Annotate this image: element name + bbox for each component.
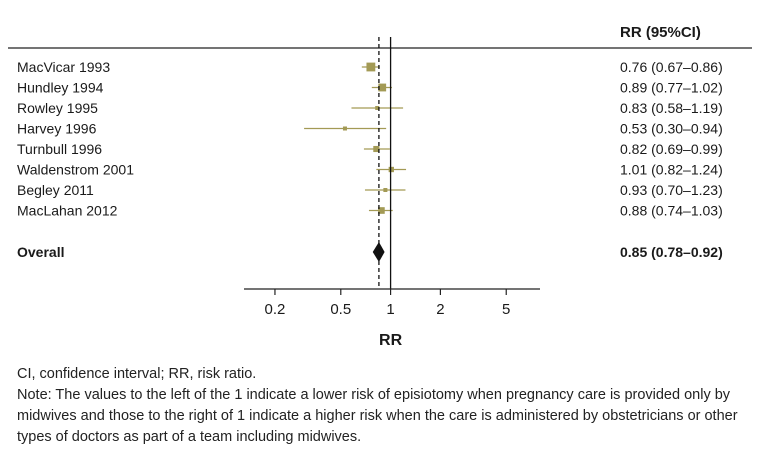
x-tick-label: 5 bbox=[502, 301, 510, 318]
study-point-estimate bbox=[375, 106, 380, 110]
study-label: MacVicar 1993 bbox=[17, 59, 110, 75]
study-point-estimate bbox=[383, 188, 388, 192]
study-rr-ci: 0.93 (0.70–1.23) bbox=[620, 182, 723, 198]
study-point-estimate bbox=[378, 207, 385, 214]
study-rr-ci: 0.89 (0.77–1.02) bbox=[620, 80, 723, 96]
overall-label: Overall bbox=[17, 244, 64, 260]
study-label: Rowley 1995 bbox=[17, 100, 98, 116]
interpretation-note: Note: The values to the left of the 1 in… bbox=[17, 387, 738, 445]
x-tick-label: 0.2 bbox=[265, 301, 286, 318]
study-rr-ci: 0.53 (0.30–0.94) bbox=[620, 121, 723, 137]
overall-row: Overall 0.85 (0.78–0.92) bbox=[17, 242, 723, 262]
study-label: Hundley 1994 bbox=[17, 80, 104, 96]
study-rr-ci: 0.83 (0.58–1.19) bbox=[620, 100, 723, 116]
study-point-estimate bbox=[388, 166, 394, 173]
study-label: Turnbull 1996 bbox=[17, 141, 102, 157]
study-rr-ci: 1.01 (0.82–1.24) bbox=[620, 162, 723, 178]
study-rr-ci: 0.76 (0.67–0.86) bbox=[620, 59, 723, 75]
forest-plot: RR (95%CI) MacVicar 1993 0.76 (0.67–0.86)… bbox=[8, 24, 752, 349]
study-rr-ci: 0.88 (0.74–1.03) bbox=[620, 203, 723, 219]
study-label: Harvey 1996 bbox=[17, 121, 97, 137]
overall-diamond bbox=[372, 242, 385, 262]
x-axis-label: RR bbox=[379, 332, 403, 349]
x-tick-label: 0.5 bbox=[330, 301, 351, 318]
study-point-estimate bbox=[342, 126, 347, 131]
x-tick-label: 1 bbox=[386, 301, 394, 318]
x-axis: 0.2 0.5 1 2 5 RR bbox=[244, 37, 540, 349]
rr-ci-column-header: RR (95%CI) bbox=[620, 24, 701, 41]
abbreviation-note: CI, confidence interval; RR, risk ratio. bbox=[17, 366, 257, 382]
study-rows: MacVicar 1993 0.76 (0.67–0.86) Hundley 199… bbox=[17, 59, 723, 219]
study-label: Begley 2011 bbox=[17, 182, 94, 198]
x-tick-label: 2 bbox=[436, 301, 444, 318]
overall-rr-ci: 0.85 (0.78–0.92) bbox=[620, 244, 723, 260]
study-point-estimate bbox=[373, 145, 380, 153]
study-point-estimate bbox=[378, 83, 387, 92]
study-point-estimate bbox=[366, 62, 376, 72]
study-label: MacLahan 2012 bbox=[17, 203, 118, 219]
study-rr-ci: 0.82 (0.69–0.99) bbox=[620, 141, 723, 157]
study-label: Waldenstrom 2001 bbox=[17, 162, 134, 178]
